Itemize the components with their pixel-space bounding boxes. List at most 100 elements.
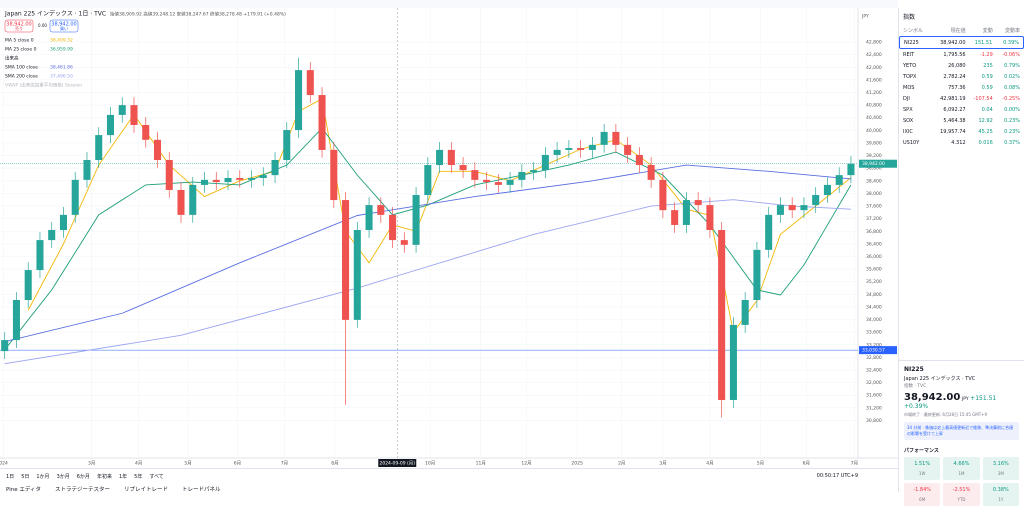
y-tick-label: 39,600 (866, 140, 882, 146)
y-tick-label: 40,800 (866, 103, 882, 109)
cell: -107.54 (973, 95, 993, 102)
news[interactable]: 34 分前 · 株価は史上最高値更新近で推移、準決算前に合値の影響を受けて上昇 (904, 422, 1019, 440)
watchlist-row[interactable]: US10Y 4.312 0.016 0.37% (899, 137, 1024, 148)
candle-body (95, 135, 103, 160)
cell: 0.39% (1003, 39, 1020, 46)
candle-body (24, 270, 32, 301)
candle-body (823, 184, 831, 196)
cell: DJI (903, 95, 910, 102)
detail-status: 市場終了 · 最終更新: 6月28日 15:45 GMT+9 (904, 412, 988, 417)
y-tick-label: 34,400 (866, 304, 882, 310)
candle-body (729, 324, 737, 400)
performance-cell: -2.51% YTD (943, 483, 980, 506)
performance-value: 1.51% (914, 461, 931, 467)
cell: SPX (903, 106, 913, 113)
range-button[interactable]: 5年 (134, 474, 143, 480)
cell: 38,942.00 (940, 39, 966, 46)
cell: 0.37% (1004, 139, 1020, 146)
range-button[interactable]: 1か月 (36, 474, 50, 480)
y-tick-label: 40,400 (866, 115, 882, 121)
y-tick-label: 34,800 (866, 292, 882, 298)
range-button[interactable]: すべて (149, 474, 164, 480)
crosshair-label: 2024-09-09 (月) (379, 461, 415, 467)
candle-body (177, 189, 185, 215)
y-tick-label: 39,200 (866, 153, 882, 159)
candle-body (800, 205, 808, 211)
cell: 0.08% (1004, 84, 1020, 91)
range-button[interactable]: 1年 (118, 474, 128, 480)
tabs: Pine エディタ ストラテジーテスター リプレイトレード トレードパネル (6, 485, 235, 493)
candle-body (48, 230, 56, 241)
candle-body (377, 205, 385, 215)
candle-body (624, 144, 632, 155)
legend-value: 38,499.32 (50, 38, 73, 44)
watchlist-row[interactable]: NI225 38,942.00 151.51 0.39% (899, 36, 1024, 49)
candle-body (659, 179, 667, 211)
y-tick-label: 34,000 (866, 317, 882, 323)
watchlist-row[interactable]: YETO 26,080 235 0.79% (899, 60, 1024, 71)
detail-price: 38,942.00 (904, 392, 961, 403)
range-button[interactable]: 3か月 (56, 474, 70, 480)
x-tick-label: 7月 (851, 461, 858, 467)
tab[interactable]: リプレイトレード (123, 487, 168, 493)
y-tick-label: 41,600 (866, 77, 882, 83)
cell: -0.06% (1002, 51, 1020, 58)
candle-body (142, 124, 150, 140)
cell: 757.36 (948, 84, 966, 91)
x-tick-label: 4月 (706, 461, 713, 467)
candle-body (765, 214, 773, 250)
range-button[interactable]: 年初来 (96, 474, 112, 480)
cell: 12.92 (978, 117, 993, 124)
candle-body (718, 230, 726, 400)
cell: 0.02% (1004, 73, 1020, 80)
candle-body (130, 105, 138, 125)
range-button[interactable]: 6か月 (76, 474, 90, 480)
buy-button[interactable] (49, 19, 79, 33)
crosshair-label-bg (378, 459, 417, 467)
candle-body (389, 214, 397, 241)
tab[interactable]: トレードパネル (182, 487, 221, 493)
range-button[interactable]: 5日 (21, 474, 30, 480)
watchlist-row[interactable]: MOS 757.36 0.59 0.08% (899, 82, 1024, 93)
watchlist-row[interactable]: DJI 42,981.19 -107.54 -0.25% (899, 93, 1024, 104)
watchlist-row[interactable]: SPX 6,092.27 0.04 0.00% (899, 104, 1024, 115)
performance-period: 1W (918, 471, 926, 476)
sell-button[interactable] (4, 19, 34, 33)
spread: 0.00 (38, 23, 47, 28)
buy-price: 38,942.00 (51, 22, 76, 28)
performance-period: YTD (957, 497, 966, 502)
cell: 0.04 (981, 106, 993, 113)
candle-body (118, 105, 126, 115)
candle-body (530, 170, 538, 172)
watchlist-row[interactable]: TOPX 2,782.24 0.59 0.02% (899, 71, 1024, 82)
watchlist-row[interactable]: SOX 5,464.38 12.92 0.23% (899, 115, 1024, 126)
watchlist-title: 指数 (903, 14, 916, 21)
watchlist-row[interactable]: REIT 1,795.56 -1.29 -0.06% (899, 49, 1024, 60)
cell: 0.016 (978, 139, 993, 146)
legend-label: SMA 200 close (5, 74, 38, 80)
watchlist-row[interactable]: IXIC 19,957.74 45.25 0.23% (899, 126, 1024, 137)
tab[interactable]: Pine エディタ (6, 487, 41, 493)
tab[interactable]: ストラテジーテスター (54, 487, 110, 493)
candle-body (283, 130, 291, 160)
candle-body (153, 139, 162, 160)
candle-body (753, 249, 761, 301)
cell: US10Y (903, 139, 920, 146)
watchlist: NI225 38,942.00 151.51 0.39% REIT 1,795.56 -1.… (899, 36, 1024, 148)
cell: 45.25 (978, 128, 993, 135)
candle-body (12, 300, 20, 341)
candle-body (400, 240, 408, 245)
sell-label: 売り (15, 25, 23, 31)
legend-value: 38,461.86 (50, 65, 73, 71)
candle-body (200, 179, 209, 185)
candle-body (295, 70, 303, 131)
candle-body (259, 175, 267, 178)
price-label-bg (859, 346, 897, 355)
candle-body (553, 149, 561, 155)
candle-body (271, 159, 279, 176)
x-tick-label: 12月 (521, 461, 531, 467)
y-tick-label: 42,800 (866, 40, 882, 46)
range-button[interactable]: 1日 (6, 474, 15, 480)
cell: -0.25% (1002, 95, 1020, 102)
legend-value: 36,959.99 (50, 47, 73, 53)
